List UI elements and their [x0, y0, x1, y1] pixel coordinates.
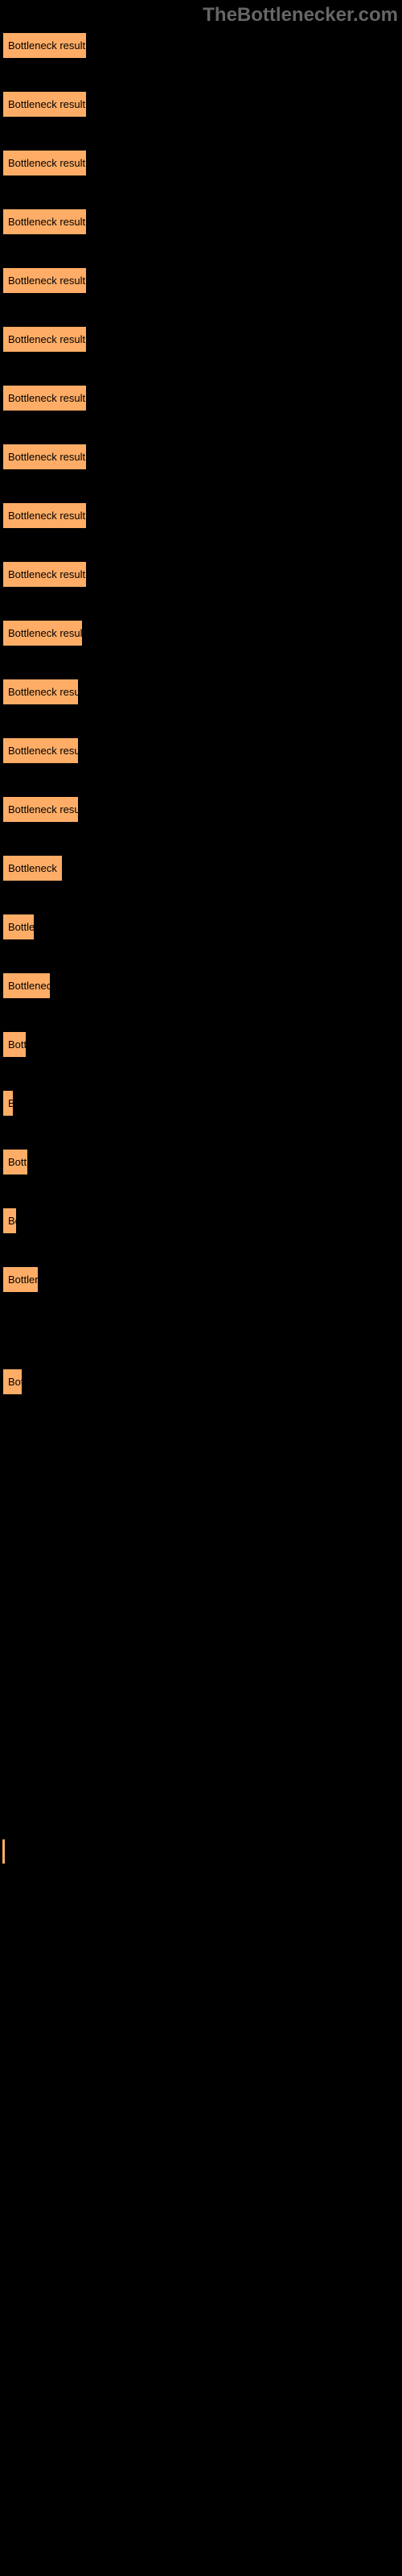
bottleneck-result-button[interactable]: B [2, 1090, 14, 1117]
bottleneck-result-button[interactable]: Bottle [2, 914, 35, 940]
watermark-text: TheBottlenecker.com [203, 4, 398, 27]
bottleneck-result-button[interactable]: Bottlenec [2, 972, 51, 999]
bottleneck-result-button[interactable]: Bottleneck result [2, 444, 87, 470]
bottleneck-result-button[interactable]: Bottleneck result [2, 620, 83, 646]
bottleneck-result-button[interactable]: Bottleneck result [2, 150, 87, 176]
bottleneck-result-button[interactable]: Bottleneck result [2, 208, 87, 235]
bottleneck-result-button[interactable]: Bo [2, 1208, 17, 1234]
bottleneck-result-button[interactable]: Bottleneck result [2, 326, 87, 353]
bottleneck-result-button[interactable]: Bottleneck [2, 855, 63, 881]
bottleneck-result-button[interactable]: Bottleneck result [2, 502, 87, 529]
bottleneck-result-button[interactable]: Bottleneck result [2, 32, 87, 59]
thin-bar [2, 1839, 5, 1864]
bottleneck-result-button[interactable]: Bottleneck result [2, 385, 87, 411]
bottleneck-result-button[interactable]: Bott [2, 1149, 28, 1175]
bottleneck-result-button[interactable]: Bot [2, 1368, 23, 1395]
bottleneck-result-button[interactable]: Bottleneck resu [2, 737, 79, 764]
bottleneck-result-button[interactable]: Bottleneck resu [2, 679, 79, 705]
bottleneck-result-button[interactable]: Bottleneck resu [2, 796, 79, 823]
bottleneck-result-button[interactable]: Bottleneck result [2, 561, 87, 588]
bottleneck-result-button[interactable]: Bottleneck result [2, 267, 87, 294]
bottleneck-result-button[interactable]: Bottleneck result [2, 91, 87, 118]
bottleneck-result-button[interactable]: Bottler [2, 1266, 39, 1293]
bottleneck-result-button[interactable]: Bott [2, 1031, 27, 1058]
